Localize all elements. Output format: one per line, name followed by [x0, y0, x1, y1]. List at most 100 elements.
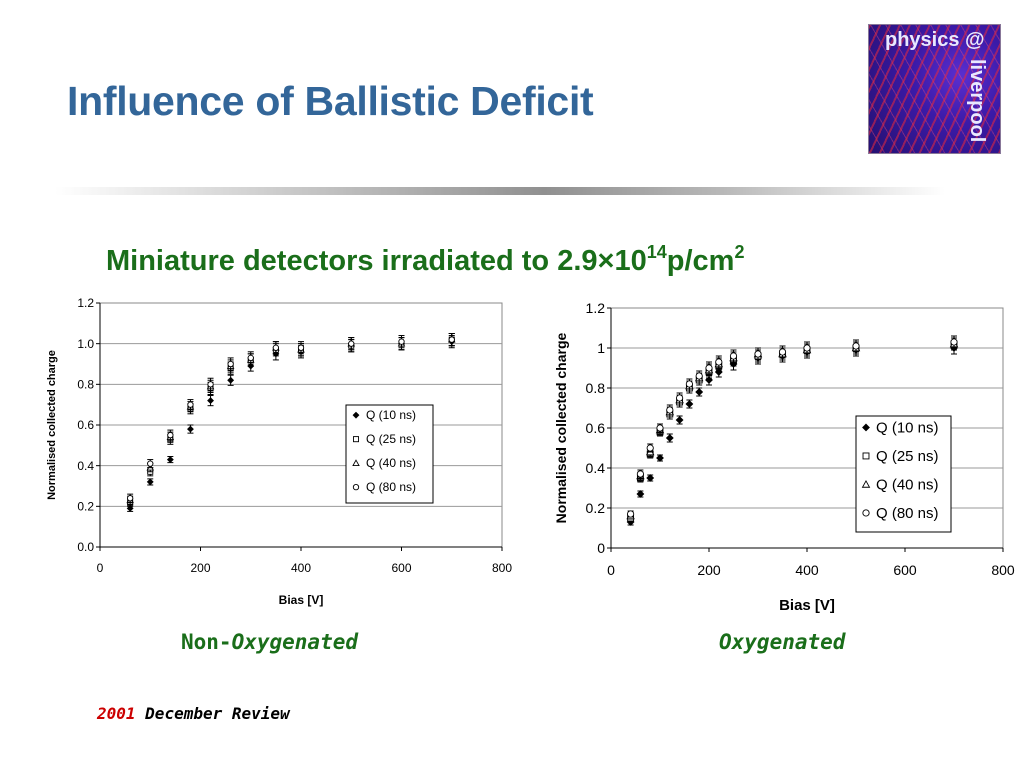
y-tick-label: 0: [597, 540, 605, 556]
data-point: [227, 376, 235, 384]
logo-text-top: physics @: [885, 29, 985, 51]
data-point: [147, 460, 154, 467]
footer-year: 2001: [97, 704, 136, 723]
data-point: [127, 499, 134, 506]
data-point: [705, 364, 713, 372]
caption-non-oxygenated: Non-Oxygenated: [181, 630, 358, 654]
y-tick-label: 0.4: [586, 460, 606, 476]
data-point: [754, 350, 762, 358]
y-tick-label: 0.6: [586, 420, 606, 436]
data-point: [656, 424, 664, 432]
data-point: [754, 354, 762, 362]
logo-text-side: liverpool: [966, 59, 988, 143]
caption-left-prefix: Non-: [181, 630, 232, 654]
data-point: [167, 436, 174, 443]
data-point: [448, 338, 456, 346]
footer-text: December Review: [145, 704, 290, 723]
data-point: [398, 338, 405, 345]
data-point: [147, 468, 154, 475]
data-point: [626, 510, 635, 518]
y-tick-label: 0.8: [77, 378, 94, 392]
data-point: [666, 406, 674, 414]
caption-left-main: Oxygenated: [231, 630, 359, 654]
data-point: [636, 474, 644, 482]
series-0: [126, 335, 456, 512]
y-tick-label: 0.8: [586, 380, 606, 396]
data-point: [715, 358, 723, 366]
y-axis-title: Normalised collected charge: [553, 332, 569, 523]
data-point: [447, 335, 456, 343]
y-tick-label: 1.0: [77, 337, 94, 351]
data-point: [207, 385, 214, 392]
data-point: [167, 432, 174, 439]
data-point: [247, 356, 254, 363]
title-divider: [55, 187, 945, 195]
legend-marker: [862, 423, 870, 432]
data-point: [207, 381, 214, 388]
subtitle-main: Miniature detectors irradiated to 2.9×10: [106, 245, 647, 277]
y-tick-label: 0.6: [77, 418, 94, 432]
data-point: [297, 345, 305, 353]
data-point: [272, 350, 280, 358]
x-tick-label: 0: [607, 562, 615, 578]
data-point: [636, 490, 645, 498]
subtitle-unit: p/cm: [666, 245, 735, 277]
physics-liverpool-logo: physics @ liverpool: [869, 25, 1000, 153]
series-0: [626, 341, 958, 526]
data-point: [626, 518, 635, 526]
data-point: [247, 354, 254, 362]
y-tick-label: 0.2: [77, 500, 94, 514]
x-tick-label: 800: [492, 561, 512, 575]
data-point: [166, 433, 175, 441]
data-point: [779, 350, 786, 358]
data-point: [694, 373, 704, 382]
data-point: [297, 348, 305, 356]
data-point: [227, 365, 234, 372]
data-point: [646, 474, 655, 482]
data-point: [226, 362, 235, 369]
data-point: [665, 407, 675, 416]
data-point: [676, 398, 684, 406]
data-point: [646, 444, 654, 452]
y-tick-label: 0.0: [77, 540, 94, 554]
legend-label: Q (80 ns): [366, 480, 416, 494]
data-point: [685, 400, 694, 408]
data-point: [227, 360, 234, 368]
data-point: [685, 384, 693, 392]
data-point: [187, 425, 194, 433]
data-point: [729, 352, 738, 360]
data-point: [186, 402, 195, 410]
legend-label: Q (25 ns): [876, 448, 939, 465]
data-point: [656, 428, 664, 436]
data-point: [803, 344, 811, 352]
caption-right: Oxygenated: [719, 630, 846, 654]
legend-marker: [862, 452, 870, 460]
data-point: [636, 471, 645, 480]
legend-marker: [353, 436, 360, 443]
data-point: [685, 381, 694, 390]
data-point: [347, 342, 355, 350]
data-point: [803, 348, 811, 356]
data-point: [398, 340, 405, 348]
data-point: [627, 514, 635, 522]
subtitle-exponent: 14: [646, 242, 667, 262]
legend-marker: [352, 411, 360, 419]
data-point: [852, 344, 860, 352]
data-point: [778, 349, 787, 358]
data-point: [803, 346, 811, 354]
slide-title: Influence of Ballistic Deficit: [67, 78, 594, 124]
data-point: [729, 353, 738, 362]
data-point: [187, 405, 194, 412]
data-point: [146, 463, 155, 471]
caption-oxygenated: Oxygenated: [719, 630, 845, 654]
x-tick-label: 200: [190, 561, 210, 575]
legend-box: [855, 415, 952, 533]
data-point: [675, 395, 684, 404]
legend-marker: [861, 480, 871, 488]
x-tick-label: 600: [391, 561, 411, 575]
data-point: [695, 376, 703, 384]
data-point: [247, 362, 255, 370]
data-point: [851, 343, 861, 352]
data-point: [448, 336, 455, 343]
data-point: [754, 352, 762, 360]
